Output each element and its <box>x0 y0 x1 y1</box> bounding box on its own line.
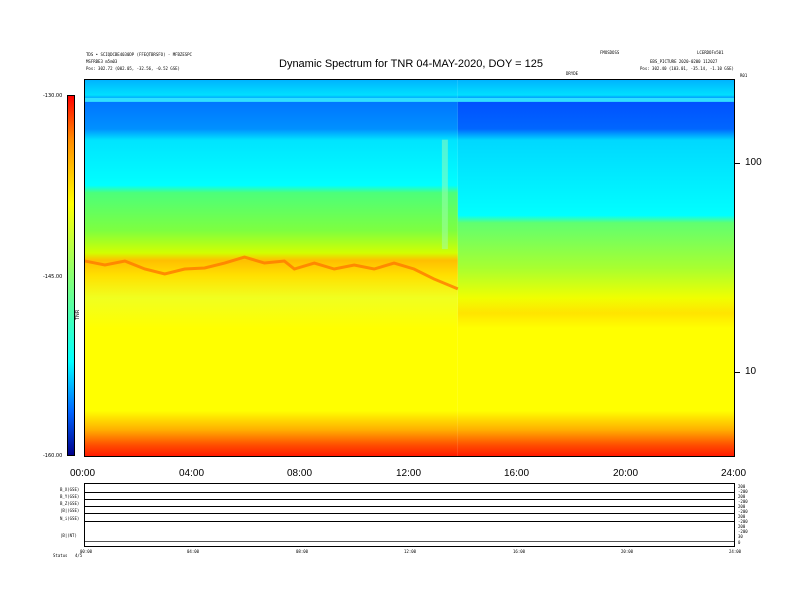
right-label-5: -200 <box>738 509 748 514</box>
trace-ni <box>85 521 734 522</box>
right-label-0: 200 <box>738 484 746 489</box>
colorbar <box>67 95 75 456</box>
header-right-line2: EBS_PICTURE 2020-0200 112027 <box>650 59 718 64</box>
y-right-tick-10: 10 <box>745 366 757 377</box>
trace-by <box>85 499 734 500</box>
right-label-4: 200 <box>738 504 746 509</box>
right-label-3: -200 <box>738 499 748 504</box>
spectrum-burst <box>441 139 448 250</box>
right-label-1: -200 <box>738 489 748 494</box>
x-tick-2000: 20:00 <box>613 468 639 479</box>
lower-x-tick-2000: 20:00 <box>621 549 634 554</box>
header-right-line3: Pos: 302.40 (103.01, -35.14, -1.10 GSE) <box>640 66 734 71</box>
right-label-6: 200 <box>738 514 746 519</box>
right-label-11: 0 <box>738 540 741 545</box>
status-label: Status <box>53 553 68 558</box>
colorbar-label: TNR <box>75 309 81 320</box>
x-tick-0000: 00:00 <box>70 468 96 479</box>
x-tick-1600: 16:00 <box>504 468 530 479</box>
x-tick-2400: 24:00 <box>721 468 747 479</box>
x-tick-0400: 04:00 <box>179 468 205 479</box>
row-label-b-nt: |B|(NT) <box>60 533 77 538</box>
header-right-line1a: FMOSDOSS <box>600 50 620 55</box>
x-tick-0800: 08:00 <box>287 468 313 479</box>
dynamic-spectrum <box>84 79 735 457</box>
trace-bz <box>85 506 734 507</box>
lower-x-tick-1600: 16:00 <box>513 549 526 554</box>
header-left-line1: TDS • SCIQDCBE4030DP (FFEQTBRSFO) - MFBZ… <box>86 52 192 57</box>
y-right-tickmark-10 <box>735 372 740 373</box>
spectrum-region-post-step <box>457 80 734 456</box>
row-label-by: B_Y(GSE) <box>60 494 80 499</box>
spectrum-region-pre-step <box>85 80 458 456</box>
spectrum-orange-ridge <box>85 255 459 291</box>
spectrum-top-line <box>85 97 734 102</box>
header-left-line3: Pos: 302.72 (002.05, -32.56, -0.52 GSE) <box>86 66 180 71</box>
row-label-ni: N_i(GSE) <box>60 516 80 521</box>
row-label-b-mag: |B|(GSE) <box>60 508 80 513</box>
right-label-2: 200 <box>738 494 746 499</box>
lower-x-tick-1200: 12:00 <box>404 549 417 554</box>
lower-x-tick-0000: 00:00 <box>80 549 93 554</box>
right-label-9: -200 <box>738 529 748 534</box>
header-left-line2: MSFRBE3 m5m03 <box>86 59 118 64</box>
colorbar-tick-mid: -145.00 <box>43 274 63 280</box>
y-right-tick-100: 100 <box>745 157 762 168</box>
trace-bx <box>85 492 734 493</box>
right-label-8: 200 <box>738 524 746 529</box>
magnetometer-panel <box>84 483 735 547</box>
right-label-10: 30 <box>738 534 743 539</box>
y-right-tickmark-100 <box>735 163 740 164</box>
colorbar-tick-top: -130.00 <box>43 93 63 99</box>
row-label-bz: B_Z(GSE) <box>60 501 80 506</box>
header-right-line3b: R01 <box>740 73 748 78</box>
header-center-small: DRYDE <box>566 71 579 76</box>
chart-title: Dynamic Spectrum for TNR 04-MAY-2020, DO… <box>279 58 544 70</box>
right-label-7: -200 <box>738 519 748 524</box>
row-label-bx: B_X(GSE) <box>60 487 80 492</box>
colorbar-tick-bottom: -160.00 <box>43 453 63 459</box>
header-right-line1b: LCERDOFn501 <box>697 50 724 55</box>
trace-b-nt <box>85 541 734 542</box>
lower-x-tick-0400: 04:00 <box>187 549 200 554</box>
x-tick-1200: 12:00 <box>396 468 422 479</box>
lower-x-tick-2400: 24:00 <box>729 549 742 554</box>
trace-b-mag <box>85 513 734 514</box>
lower-x-tick-0800: 08:00 <box>296 549 309 554</box>
status-value: 4/5 <box>75 553 83 558</box>
